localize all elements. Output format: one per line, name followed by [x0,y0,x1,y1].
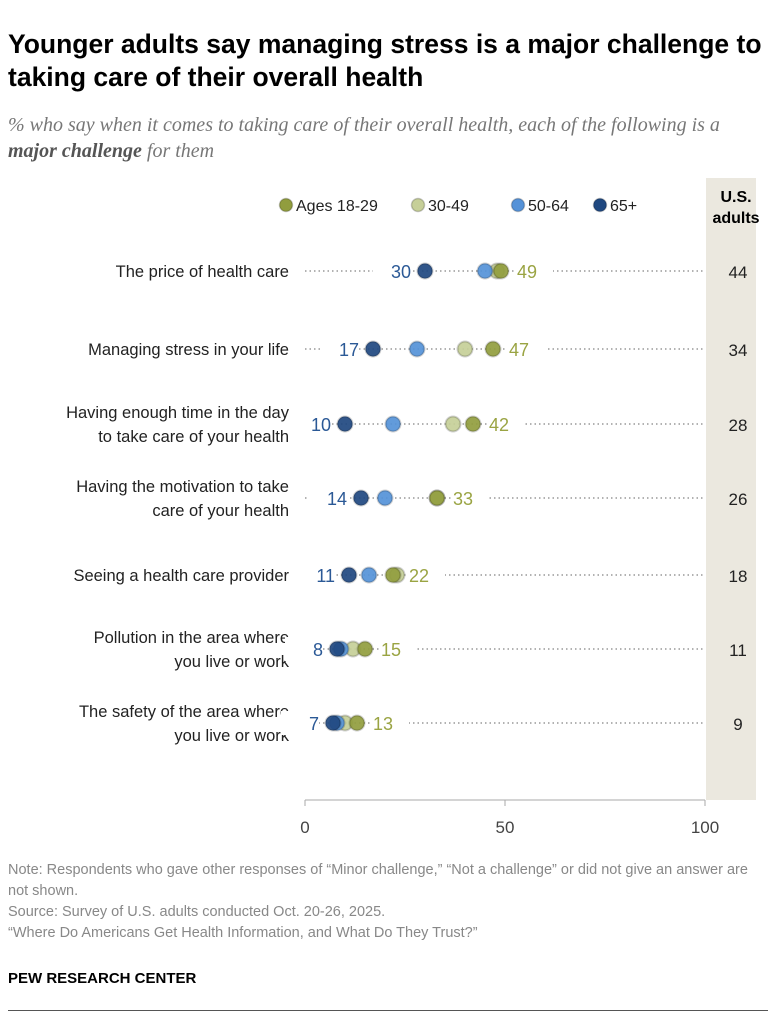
dot-plot: U.S. adults Ages 18-29 30-49 50-64 65+ The pri… [66,178,760,837]
data-label-18-29: 42 [489,415,509,435]
subtitle-emphasis: major challenge [8,140,142,162]
data-label-65plus: 7 [309,714,319,734]
label-bg [451,486,489,510]
label-bg [285,637,323,661]
total-column-bg [706,178,756,800]
chart-title: Younger adults say managing stress is a … [8,29,762,92]
total-value: 44 [729,263,748,282]
label-bg [281,711,319,735]
chart-subtitle: % who say when it comes to taking care o… [8,112,768,164]
subtitle-text: % who say when it comes to taking care o… [8,114,720,136]
category-label: The price of health care [116,263,289,281]
data-point [356,640,374,658]
total-value: 11 [729,641,747,660]
label-bg [379,637,417,661]
legend-label: Ages 18-29 [296,198,378,215]
label-bg [507,337,545,361]
data-label-65plus: 30 [391,262,411,282]
data-label-18-29: 47 [509,340,529,360]
x-tick-label: 50 [496,818,515,837]
data-label-65plus: 17 [339,340,359,360]
legend-marker [510,197,526,213]
data-label-18-29: 22 [409,566,429,586]
data-point [384,415,402,433]
label-bg [297,563,335,587]
legend-marker [278,197,294,213]
data-point [328,640,346,658]
report-title: “Where Do Americans Get Health Informati… [8,925,478,941]
category-label: care of your health [152,502,289,520]
data-point [416,262,434,280]
category-label: Managing stress in your life [88,341,289,359]
data-label-18-29: 33 [453,489,473,509]
label-bg [371,711,409,735]
total-value: 18 [729,567,748,586]
category-label: you live or work [174,727,289,745]
subtitle-text-end: for them [141,140,215,162]
data-point [464,415,482,433]
data-label-18-29: 49 [517,262,537,282]
data-point [484,340,502,358]
category-label: Pollution in the area where [94,629,289,647]
data-label-65plus: 11 [316,566,335,586]
legend-label: 50-64 [528,198,569,215]
legend-label: 30-49 [428,198,469,215]
x-tick-label: 0 [300,818,309,837]
data-point [364,340,382,358]
notes: Note: Respondents who gave other respons… [8,860,768,944]
x-tick-label: 100 [691,818,719,837]
data-label-18-29: 15 [381,640,401,660]
data-point [428,489,446,507]
total-value: 34 [729,341,748,360]
brand-logo-text: PEW RESEARCH CENTER [8,970,197,987]
label-bg [487,412,525,436]
legend-label: 65+ [610,198,637,215]
data-point [456,340,474,358]
legend-marker [592,197,608,213]
data-point [444,415,462,433]
label-bg [373,259,411,283]
data-point [336,415,354,433]
data-point [352,489,370,507]
data-point [348,714,366,732]
data-label-18-29: 13 [373,714,393,734]
category-label: Having enough time in the day [66,404,290,422]
label-bg [293,412,331,436]
label-bg [309,486,347,510]
data-point [492,262,510,280]
total-header: U.S. [720,189,751,206]
data-point [384,566,402,584]
data-point [340,566,358,584]
category-label: Having the motivation to take [76,478,289,496]
total-value: 26 [729,490,748,509]
legend-marker [410,197,426,213]
label-bg [321,337,359,361]
data-label-65plus: 10 [311,415,331,435]
label-bg [515,259,553,283]
bottom-divider [8,1010,768,1011]
total-value: 9 [733,715,742,734]
data-point [476,262,494,280]
data-point [408,340,426,358]
category-label: you live or work [174,653,289,671]
data-label-65plus: 14 [327,489,347,509]
category-label: to take care of your health [98,428,289,446]
total-header: adults [712,210,759,227]
category-label: Seeing a health care provider [73,567,289,585]
source-text: Source: Survey of U.S. adults conducted … [8,904,386,920]
data-point [324,714,342,732]
note-text: Note: Respondents who gave other respons… [8,862,748,899]
data-point [376,489,394,507]
data-label-65plus: 8 [313,640,323,660]
data-point [360,566,378,584]
total-value: 28 [729,416,748,435]
category-label: The safety of the area where [79,703,289,721]
label-bg [407,563,445,587]
